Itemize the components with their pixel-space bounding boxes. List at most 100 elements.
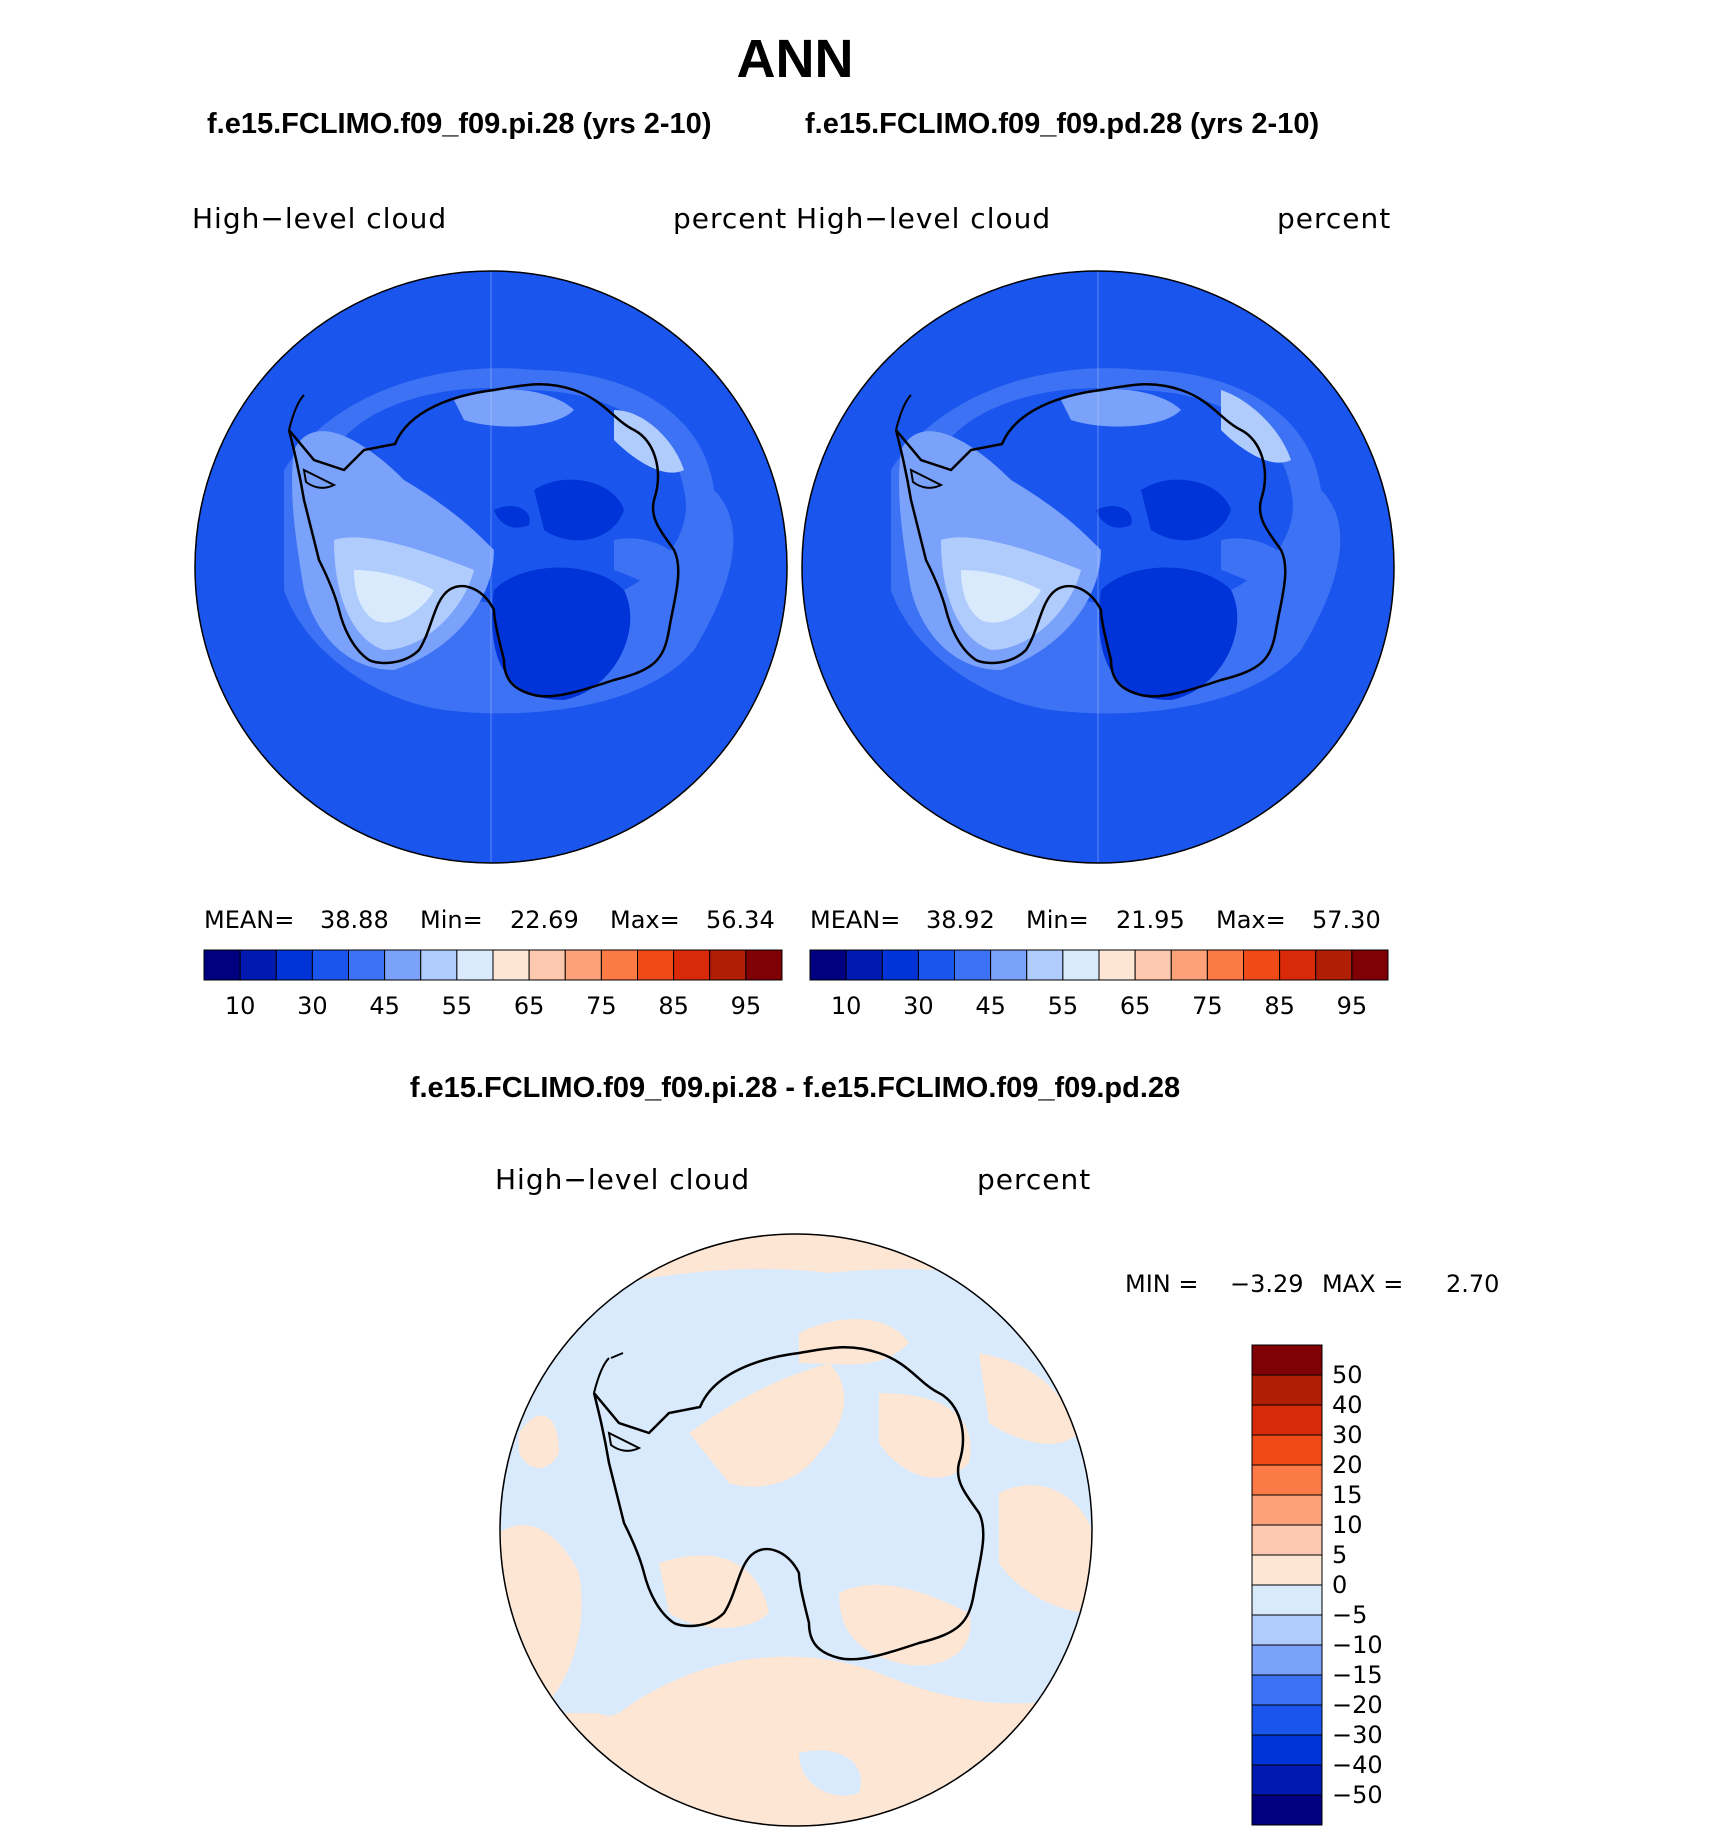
colorbar-swatch: [1351, 949, 1389, 981]
colorbar-tick-label: −5: [1332, 1601, 1368, 1629]
left-min-label: Min=: [420, 906, 483, 934]
right-case-title: f.e15.FCLIMO.f09_f09.pd.28 (yrs 2-10): [805, 108, 1320, 140]
colorbar-tick-label: 30: [903, 992, 934, 1020]
left-min-value: 22.69: [510, 906, 579, 934]
colorbar-swatch: [1251, 1494, 1323, 1526]
colorbar-swatch: [1251, 1464, 1323, 1496]
colorbar-swatch: [1251, 1764, 1323, 1796]
colorbar-tick-label: 95: [730, 992, 762, 1020]
right-max-value: 57.30: [1312, 906, 1381, 934]
colorbar-swatch: [492, 949, 530, 981]
colorbar-swatch: [1251, 1674, 1323, 1706]
colorbar-tick-label: −30: [1332, 1721, 1383, 1749]
colorbar-tick-label: −20: [1332, 1691, 1383, 1719]
colorbar-swatch: [990, 949, 1028, 981]
colorbar-swatch: [1251, 1554, 1323, 1586]
colorbar-tick-label: 65: [1119, 992, 1151, 1020]
colorbar-swatch: [745, 949, 783, 981]
colorbar-swatch: [1062, 949, 1100, 981]
right-polar-map: [801, 270, 1395, 864]
colorbar-swatch: [637, 949, 675, 981]
left-units-label: percent: [673, 202, 788, 235]
colorbar-swatch: [1170, 949, 1208, 981]
colorbar-swatch: [881, 949, 919, 981]
colorbar-swatch: [1251, 1644, 1323, 1676]
colorbar-swatch: [709, 949, 747, 981]
colorbar-swatch: [809, 949, 847, 981]
colorbar-tick-label: −15: [1332, 1661, 1383, 1689]
colorbar-swatch: [384, 949, 422, 981]
right-min-label: Min=: [1026, 906, 1089, 934]
difference-title: f.e15.FCLIMO.f09_f09.pi.28 - f.e15.FCLIM…: [409, 1072, 1181, 1104]
right-variable-label: High−level cloud: [796, 202, 1052, 235]
left-max-value: 56.34: [706, 906, 775, 934]
colorbar-tick-label: 20: [1332, 1451, 1363, 1479]
colorbar-swatch: [917, 949, 955, 981]
page-title: ANN: [736, 29, 854, 89]
left-polar-map: [194, 270, 788, 864]
colorbar-tick-label: −10: [1332, 1631, 1383, 1659]
colorbar-tick-label: −40: [1332, 1751, 1383, 1779]
colorbar-swatch: [673, 949, 711, 981]
colorbar-swatch: [1251, 1434, 1323, 1466]
colorbar-tick-label: 55: [1047, 992, 1079, 1020]
colorbar-swatch: [348, 949, 386, 981]
colorbar-swatch: [275, 949, 313, 981]
colorbar-swatch: [1251, 1584, 1323, 1616]
left-case-title: f.e15.FCLIMO.f09_f09.pi.28 (yrs 2-10): [207, 108, 712, 140]
colorbar-swatch: [1251, 1374, 1323, 1406]
colorbar-tick-label: 75: [586, 992, 617, 1020]
colorbar-tick-label: 30: [1332, 1421, 1363, 1449]
colorbar-tick-label: 75: [1192, 992, 1223, 1020]
colorbar-swatch: [1251, 1704, 1323, 1736]
colorbar-swatch: [456, 949, 494, 981]
diff-variable-label: High−level cloud: [495, 1163, 751, 1196]
colorbar-swatch: [1251, 1794, 1323, 1826]
colorbar-swatch: [954, 949, 992, 981]
right-mean-value: 38.92: [926, 906, 995, 934]
right-min-value: 21.95: [1116, 906, 1185, 934]
colorbar-swatch: [1098, 949, 1136, 981]
colorbar-swatch: [1279, 949, 1317, 981]
colorbar-tick-label: 10: [1332, 1511, 1363, 1539]
colorbar-swatch: [1251, 1344, 1323, 1376]
colorbar-swatch: [1251, 1734, 1323, 1766]
right-units-label: percent: [1277, 202, 1392, 235]
diff-min-value: −3.29: [1230, 1270, 1304, 1298]
colorbar-tick-label: 95: [1336, 992, 1368, 1020]
colorbar-swatch: [1315, 949, 1353, 981]
right-mean-label: MEAN=: [810, 906, 901, 934]
colorbar-tick-label: 65: [513, 992, 545, 1020]
colorbar-tick-label: 55: [441, 992, 473, 1020]
colorbar-tick-label: 10: [224, 992, 256, 1020]
colorbar-swatch: [239, 949, 277, 981]
left-colorbar: [203, 949, 783, 981]
colorbar-swatch: [564, 949, 602, 981]
left-mean-value: 38.88: [320, 906, 389, 934]
diff-units-label: percent: [977, 1163, 1092, 1196]
left-mean-label: MEAN=: [204, 906, 295, 934]
colorbar-tick-label: 45: [975, 992, 1006, 1020]
colorbar-swatch: [528, 949, 566, 981]
right-colorbar: [809, 949, 1389, 981]
colorbar-tick-label: 30: [297, 992, 328, 1020]
right-max-label: Max=: [1216, 906, 1286, 934]
colorbar-swatch: [203, 949, 241, 981]
colorbar-tick-label: 0: [1332, 1571, 1348, 1599]
diff-min-label: MIN =: [1125, 1270, 1199, 1298]
colorbar-swatch: [1134, 949, 1172, 981]
colorbar-swatch: [1026, 949, 1064, 981]
left-variable-label: High−level cloud: [192, 202, 448, 235]
left-max-label: Max=: [610, 906, 680, 934]
colorbar-tick-label: 15: [1332, 1481, 1363, 1509]
difference-polar-map: [499, 1233, 1093, 1827]
colorbar-swatch: [1206, 949, 1244, 981]
colorbar-tick-label: 85: [1264, 992, 1295, 1020]
colorbar-tick-label: 5: [1332, 1541, 1348, 1569]
diff-max-value: 2.70: [1446, 1270, 1500, 1298]
colorbar-swatch: [420, 949, 458, 981]
colorbar-swatch: [1243, 949, 1281, 981]
colorbar-tick-label: −50: [1332, 1781, 1383, 1809]
colorbar-swatch: [600, 949, 638, 981]
colorbar-tick-label: 85: [658, 992, 689, 1020]
